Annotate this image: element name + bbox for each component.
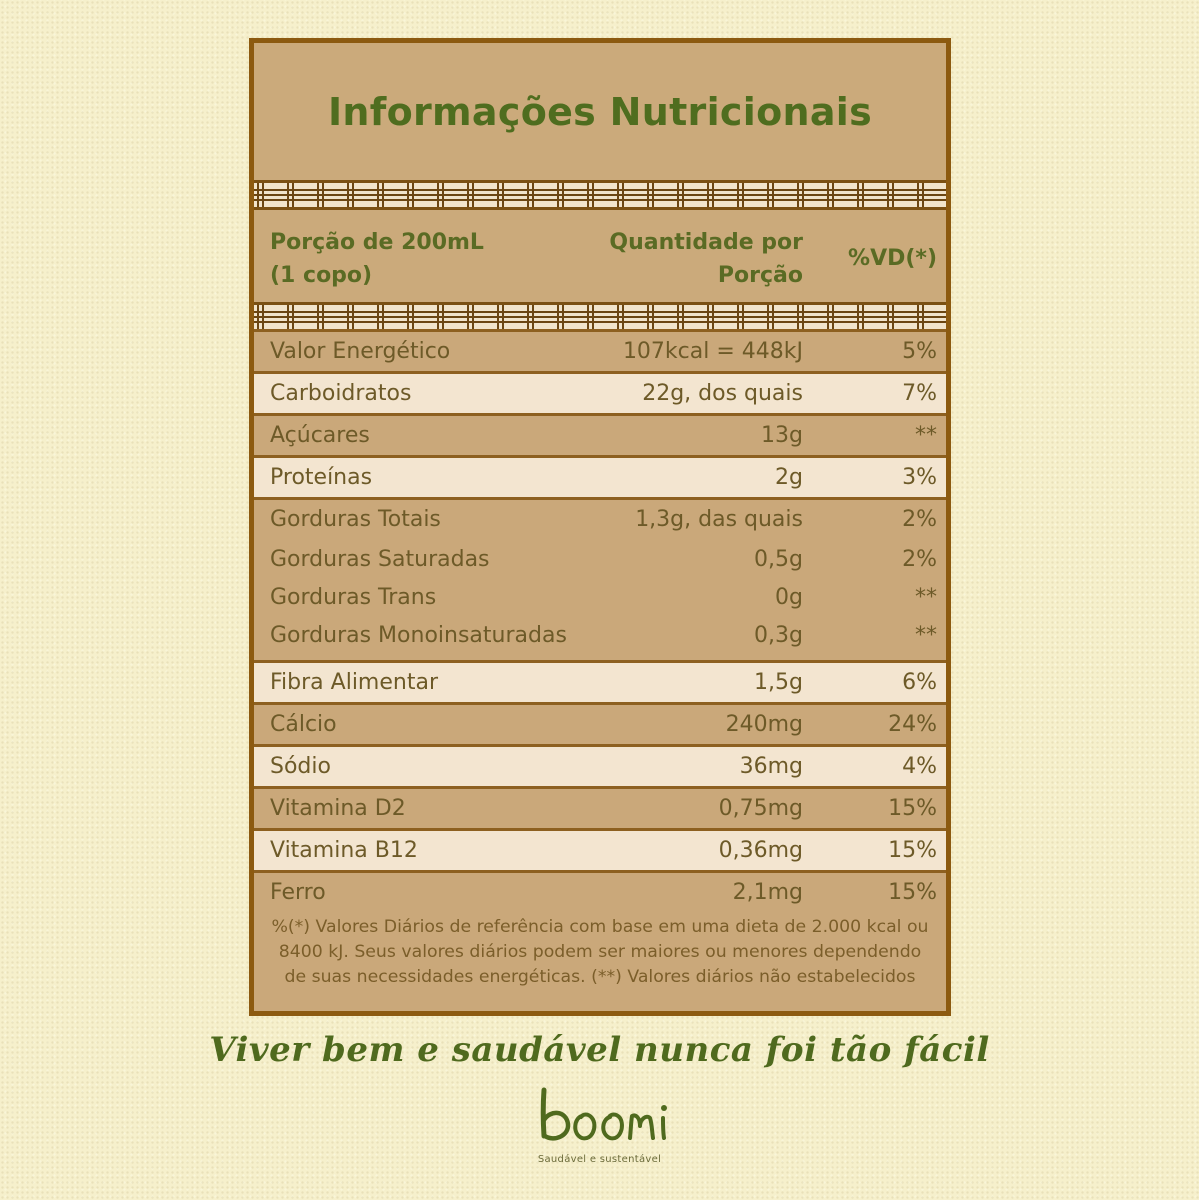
- nutrient-group: Vitamina D2 0,75mg 15%: [254, 786, 946, 828]
- nutrient-quantity: 240mg: [725, 712, 803, 737]
- table-row: Vitamina D2 0,75mg 15%: [254, 789, 946, 828]
- nutrient-quantity: 22g, dos quais: [642, 381, 803, 406]
- nutrient-daily-value: **: [915, 623, 937, 648]
- nutrient-name: Proteínas: [270, 465, 373, 490]
- nutrient-quantity: 0,3g: [754, 623, 803, 648]
- decorative-band-top: [254, 180, 946, 210]
- footnote-line-3: de suas necessidades energéticas. (**) V…: [284, 967, 916, 987]
- nutrient-name: Ferro: [270, 880, 326, 905]
- nutrient-name: Gorduras Totais: [270, 507, 441, 532]
- nutrient-name: Vitamina D2: [270, 796, 406, 821]
- nutrient-daily-value: 15%: [888, 838, 937, 863]
- title-section: Informações Nutricionais: [254, 43, 946, 180]
- quantity-line-1: Quantidade por: [609, 230, 803, 255]
- nutrient-daily-value: 15%: [888, 880, 937, 905]
- nutrient-quantity: 0,36mg: [718, 838, 803, 863]
- nutrient-name: Açúcares: [270, 423, 370, 448]
- nutrient-quantity: 36mg: [739, 754, 803, 779]
- nutrient-group: Ferro 2,1mg 15%: [254, 870, 946, 912]
- daily-value-header: %VD(*): [848, 246, 937, 271]
- nutrient-daily-value: 6%: [902, 670, 937, 695]
- quantity-line-2: Porção: [717, 263, 803, 288]
- table-row: Gorduras Trans 0g **: [254, 578, 946, 616]
- nutrient-daily-value: 15%: [888, 796, 937, 821]
- nutrient-group: Gorduras Totais 1,3g, das quais 2% Gorduras…: [254, 497, 946, 660]
- nutrient-quantity: 0,5g: [754, 547, 803, 572]
- tagline: Viver bem e saudável nunca foi tão fácil: [209, 1030, 990, 1070]
- brand-subtitle: Saudável e sustentável: [537, 1154, 662, 1165]
- nutrition-label: Informações Nutricionais Porção de 200mL…: [249, 38, 951, 1016]
- table-row: Açúcares 13g **: [254, 416, 946, 455]
- nutrient-group: Proteínas 2g 3%: [254, 455, 946, 497]
- table-row: Gorduras Totais 1,3g, das quais 2%: [254, 500, 946, 540]
- nutrient-name: Fibra Alimentar: [270, 670, 438, 695]
- nutrient-group: Carboidratos 22g, dos quais 7%: [254, 371, 946, 413]
- nutrient-group: Vitamina B12 0,36mg 15%: [254, 828, 946, 870]
- nutrient-quantity: 13g: [761, 423, 803, 448]
- nutrient-name: Sódio: [270, 754, 331, 779]
- nutrient-table: Valor Energético 107kcal = 448kJ 5% Carboid…: [254, 329, 946, 912]
- nutrient-quantity: 0,75mg: [718, 796, 803, 821]
- decorative-band-bottom: [254, 302, 946, 332]
- nutrient-daily-value: 7%: [902, 381, 937, 406]
- portion-line-2: (1 copo): [270, 263, 373, 288]
- boomi-logo: [540, 1087, 667, 1141]
- table-row: Cálcio 240mg 24%: [254, 705, 946, 744]
- table-row: Gorduras Saturadas 0,5g 2%: [254, 540, 946, 578]
- nutrient-quantity: 107kcal = 448kJ: [622, 339, 803, 364]
- table-row: Ferro 2,1mg 15%: [254, 873, 946, 912]
- table-row: Carboidratos 22g, dos quais 7%: [254, 374, 946, 413]
- nutrient-group: Fibra Alimentar 1,5g 6%: [254, 660, 946, 702]
- nutrient-quantity: 0g: [775, 585, 803, 610]
- quantity-header: Quantidade por Porção: [609, 226, 803, 292]
- label-title: Informações Nutricionais: [327, 90, 873, 134]
- footnote-line-1: %(*) Valores Diários de referência com b…: [271, 917, 929, 937]
- nutrient-name: Gorduras Trans: [270, 585, 437, 610]
- table-row: Gorduras Monoinsaturadas 0,3g **: [254, 616, 946, 660]
- nutrient-name: Gorduras Saturadas: [270, 547, 490, 572]
- nutrient-group: Açúcares 13g **: [254, 413, 946, 455]
- nutrient-daily-value: 5%: [902, 339, 937, 364]
- nutrient-name: Carboidratos: [270, 381, 412, 406]
- nutrient-daily-value: 3%: [902, 465, 937, 490]
- nutrient-daily-value: **: [915, 423, 937, 448]
- nutrient-group: Cálcio 240mg 24%: [254, 702, 946, 744]
- table-row: Vitamina B12 0,36mg 15%: [254, 831, 946, 870]
- nutrient-daily-value: 2%: [902, 507, 937, 532]
- table-row: Valor Energético 107kcal = 448kJ 5%: [254, 332, 946, 371]
- nutrient-group: Valor Energético 107kcal = 448kJ 5%: [254, 329, 946, 371]
- portion-line-1: Porção de 200mL: [270, 230, 484, 255]
- table-row: Fibra Alimentar 1,5g 6%: [254, 663, 946, 702]
- nutrient-quantity: 1,3g, das quais: [635, 507, 803, 532]
- nutrient-quantity: 2g: [775, 465, 803, 490]
- table-row: Sódio 36mg 4%: [254, 747, 946, 786]
- nutrient-daily-value: 4%: [902, 754, 937, 779]
- table-header: Porção de 200mL (1 copo) Quantidade por …: [254, 210, 946, 302]
- nutrient-name: Vitamina B12: [270, 838, 418, 863]
- footnote: %(*) Valores Diários de referência com b…: [254, 915, 946, 990]
- nutrient-daily-value: **: [915, 585, 937, 610]
- table-row: Proteínas 2g 3%: [254, 458, 946, 497]
- nutrient-daily-value: 24%: [888, 712, 937, 737]
- nutrient-name: Cálcio: [270, 712, 337, 737]
- nutrient-group: Sódio 36mg 4%: [254, 744, 946, 786]
- portion-header: Porção de 200mL (1 copo): [270, 226, 484, 292]
- nutrient-quantity: 2,1mg: [732, 880, 803, 905]
- nutrient-name: Valor Energético: [270, 339, 451, 364]
- nutrient-quantity: 1,5g: [754, 670, 803, 695]
- nutrient-name: Gorduras Monoinsaturadas: [270, 623, 567, 648]
- footnote-line-2: 8400 kJ. Seus valores diários podem ser …: [278, 942, 922, 962]
- nutrient-daily-value: 2%: [902, 547, 937, 572]
